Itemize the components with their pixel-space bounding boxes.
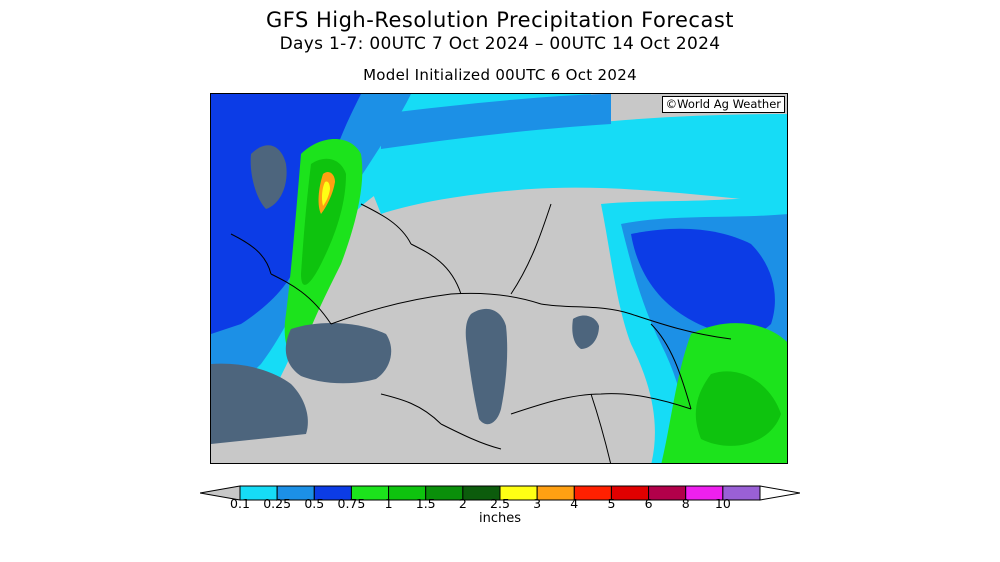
- precip-europe-yellow: [321, 181, 330, 206]
- legend-color-cell: [536, 485, 575, 501]
- country-borders: [230, 203, 732, 463]
- legend-tick-label: 2.5: [490, 496, 510, 511]
- legend-color-cell: [610, 485, 650, 501]
- legend-tick-label: 0.75: [337, 496, 366, 511]
- legend-tick-label: 3: [533, 496, 542, 511]
- legend-tick-label: 1: [384, 496, 393, 511]
- aral-sea: [572, 315, 599, 349]
- model-init-time: Model Initialized 00UTC 6 Oct 2024: [363, 66, 637, 84]
- precipitation-map: ©World Ag Weather: [210, 93, 788, 464]
- mediterranean: [211, 363, 308, 444]
- precip-east-green-dark: [695, 371, 781, 446]
- legend-tick-label: 8: [681, 496, 690, 511]
- precip-upper-band: [381, 94, 611, 149]
- legend-tick-label: 10: [714, 496, 731, 511]
- legend-tick-label: 0.25: [263, 496, 292, 511]
- caspian-sea: [465, 308, 508, 425]
- legend-color-cell: [648, 485, 687, 501]
- legend-tick-label: 5: [607, 496, 616, 511]
- legend-tick-label: 0.5: [304, 496, 325, 511]
- copyright-label: ©World Ag Weather: [661, 96, 785, 113]
- legend-high-arrow: [759, 485, 800, 501]
- precip-europe-green-dark: [301, 158, 346, 285]
- legend-tick-label: 2: [458, 496, 467, 511]
- baltic-sea: [250, 145, 287, 209]
- legend-color-cell: [573, 485, 612, 501]
- color-legend-bar: [200, 485, 800, 501]
- forecast-period: Days 1-7: 00UTC 7 Oct 2024 – 00UTC 14 Oc…: [279, 34, 721, 54]
- legend-tick-label: 6: [644, 496, 653, 511]
- precip-east-heavy: [631, 228, 775, 335]
- legend-units: inches: [478, 511, 521, 526]
- chart-title: GFS High-Resolution Precipitation Foreca…: [265, 8, 735, 32]
- legend-tick-label: 0.1: [230, 496, 250, 511]
- black-sea: [285, 322, 392, 384]
- legend-tick-label: 4: [570, 496, 579, 511]
- legend-tick-label: 1.5: [415, 496, 436, 511]
- precip-light-north-band: [361, 114, 787, 214]
